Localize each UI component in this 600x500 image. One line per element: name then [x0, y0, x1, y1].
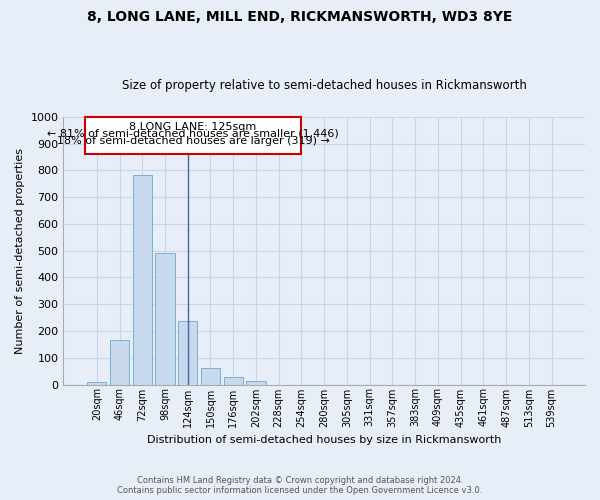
Title: Size of property relative to semi-detached houses in Rickmansworth: Size of property relative to semi-detach…	[122, 79, 527, 92]
Text: ← 81% of semi-detached houses are smaller (1,446): ← 81% of semi-detached houses are smalle…	[47, 129, 339, 139]
Text: 18% of semi-detached houses are larger (319) →: 18% of semi-detached houses are larger (…	[56, 136, 329, 146]
Bar	[224, 376, 243, 384]
Bar	[155, 254, 175, 384]
FancyBboxPatch shape	[85, 117, 301, 154]
Bar	[110, 340, 129, 384]
Bar	[201, 368, 220, 384]
Text: Contains HM Land Registry data © Crown copyright and database right 2024.
Contai: Contains HM Land Registry data © Crown c…	[118, 476, 482, 495]
Bar	[133, 175, 152, 384]
Bar	[87, 382, 106, 384]
Bar	[247, 381, 266, 384]
X-axis label: Distribution of semi-detached houses by size in Rickmansworth: Distribution of semi-detached houses by …	[147, 435, 502, 445]
Bar	[178, 321, 197, 384]
Text: 8, LONG LANE, MILL END, RICKMANSWORTH, WD3 8YE: 8, LONG LANE, MILL END, RICKMANSWORTH, W…	[88, 10, 512, 24]
Y-axis label: Number of semi-detached properties: Number of semi-detached properties	[15, 148, 25, 354]
Text: 8 LONG LANE: 125sqm: 8 LONG LANE: 125sqm	[130, 122, 257, 132]
